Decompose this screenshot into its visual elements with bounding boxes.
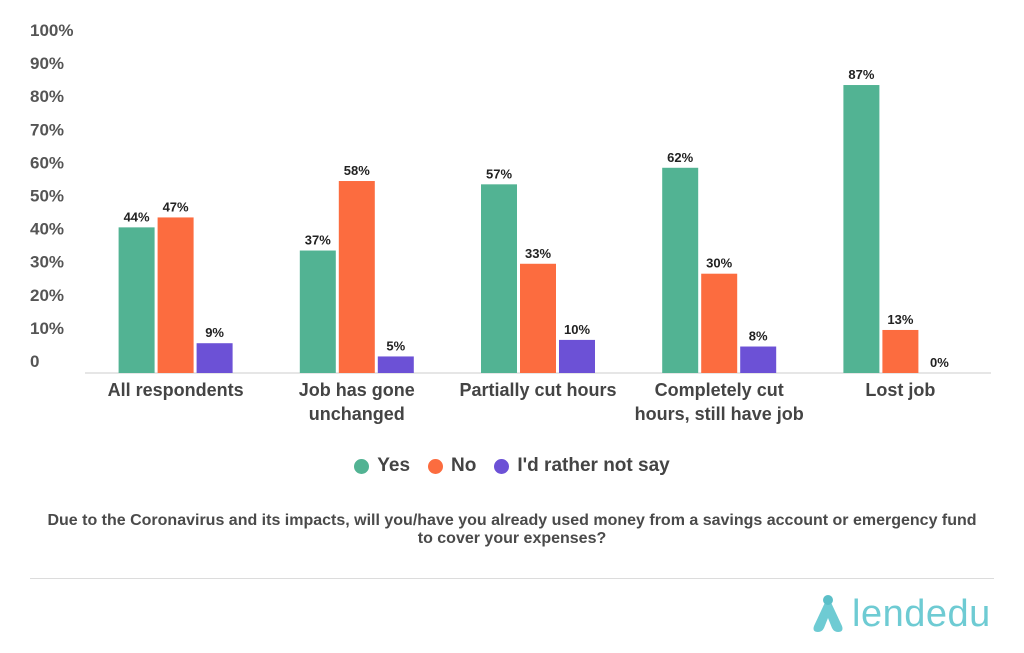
- y-tick-label: 100%: [30, 21, 73, 40]
- y-tick-label: 20%: [30, 286, 64, 305]
- data-label: 57%: [486, 166, 512, 181]
- brand-name: lendedu: [852, 592, 991, 635]
- bar: [740, 346, 777, 373]
- bar: [882, 329, 919, 373]
- chart-caption: Due to the Coronavirus and its impacts, …: [47, 512, 977, 547]
- chart-legend: Yes No I'd rather not say: [0, 455, 1024, 477]
- y-tick-label: 30%: [30, 253, 64, 272]
- bar: [701, 273, 738, 373]
- lendedu-logo-icon: [813, 595, 843, 632]
- y-tick-label: 10%: [30, 319, 64, 338]
- divider: [30, 578, 994, 579]
- legend-label-no: No: [451, 455, 477, 476]
- bar: [338, 181, 375, 373]
- y-tick-label: 90%: [30, 54, 64, 73]
- y-tick-label: 60%: [30, 153, 64, 172]
- bar: [843, 85, 880, 373]
- x-tick-label: hours, still have job: [635, 404, 804, 424]
- legend-item-rather-not-say: I'd rather not say: [494, 455, 670, 477]
- bar: [662, 167, 699, 373]
- data-label: 0%: [930, 355, 949, 370]
- bar: [157, 217, 194, 373]
- bar: [559, 339, 595, 373]
- data-label: 62%: [667, 150, 693, 165]
- data-label: 33%: [525, 246, 551, 261]
- bar: [299, 250, 336, 373]
- legend-label-yes: Yes: [377, 455, 411, 476]
- y-tick-label: 50%: [30, 187, 64, 206]
- data-label: 58%: [344, 163, 370, 178]
- data-label: 10%: [564, 322, 590, 337]
- x-tick-label: Completely cut: [655, 380, 784, 400]
- bar: [481, 184, 517, 373]
- x-tick-label: Job has gone: [299, 380, 415, 400]
- data-label: 9%: [205, 325, 224, 340]
- legend-item-no: No: [428, 455, 476, 477]
- data-label: 87%: [848, 67, 874, 82]
- bar: [196, 343, 233, 373]
- brand-logo: lendedu: [808, 592, 991, 636]
- legend-swatch-rather-not-say: [494, 458, 510, 474]
- bar: [377, 356, 414, 373]
- bar: [118, 227, 155, 373]
- data-label: 5%: [386, 338, 405, 353]
- legend-swatch-no: [428, 458, 444, 474]
- y-tick-label: 80%: [30, 87, 64, 106]
- x-tick-label: Partially cut hours: [459, 380, 616, 400]
- y-tick-label: 40%: [30, 220, 64, 239]
- legend-label-rather-not-say: I'd rather not say: [517, 455, 670, 476]
- bar-chart: 0 10% 20% 30% 40% 50% 60% 70% 80% 90% 100% 44% 47% 9%…: [30, 21, 991, 424]
- data-label: 8%: [749, 329, 768, 344]
- x-tick-label: Lost job: [865, 380, 935, 400]
- data-label: 47%: [163, 199, 189, 214]
- legend-swatch-yes: [354, 458, 370, 474]
- y-tick-label: 0: [30, 352, 39, 371]
- bar: [520, 263, 556, 373]
- data-label: 13%: [887, 312, 913, 327]
- data-label: 44%: [124, 209, 150, 224]
- x-tick-label: unchanged: [309, 404, 405, 424]
- x-tick-label: All respondents: [108, 380, 244, 400]
- data-label: 37%: [305, 233, 331, 248]
- data-label: 30%: [706, 256, 732, 271]
- y-tick-label: 70%: [30, 120, 64, 139]
- legend-item-yes: Yes: [354, 455, 410, 477]
